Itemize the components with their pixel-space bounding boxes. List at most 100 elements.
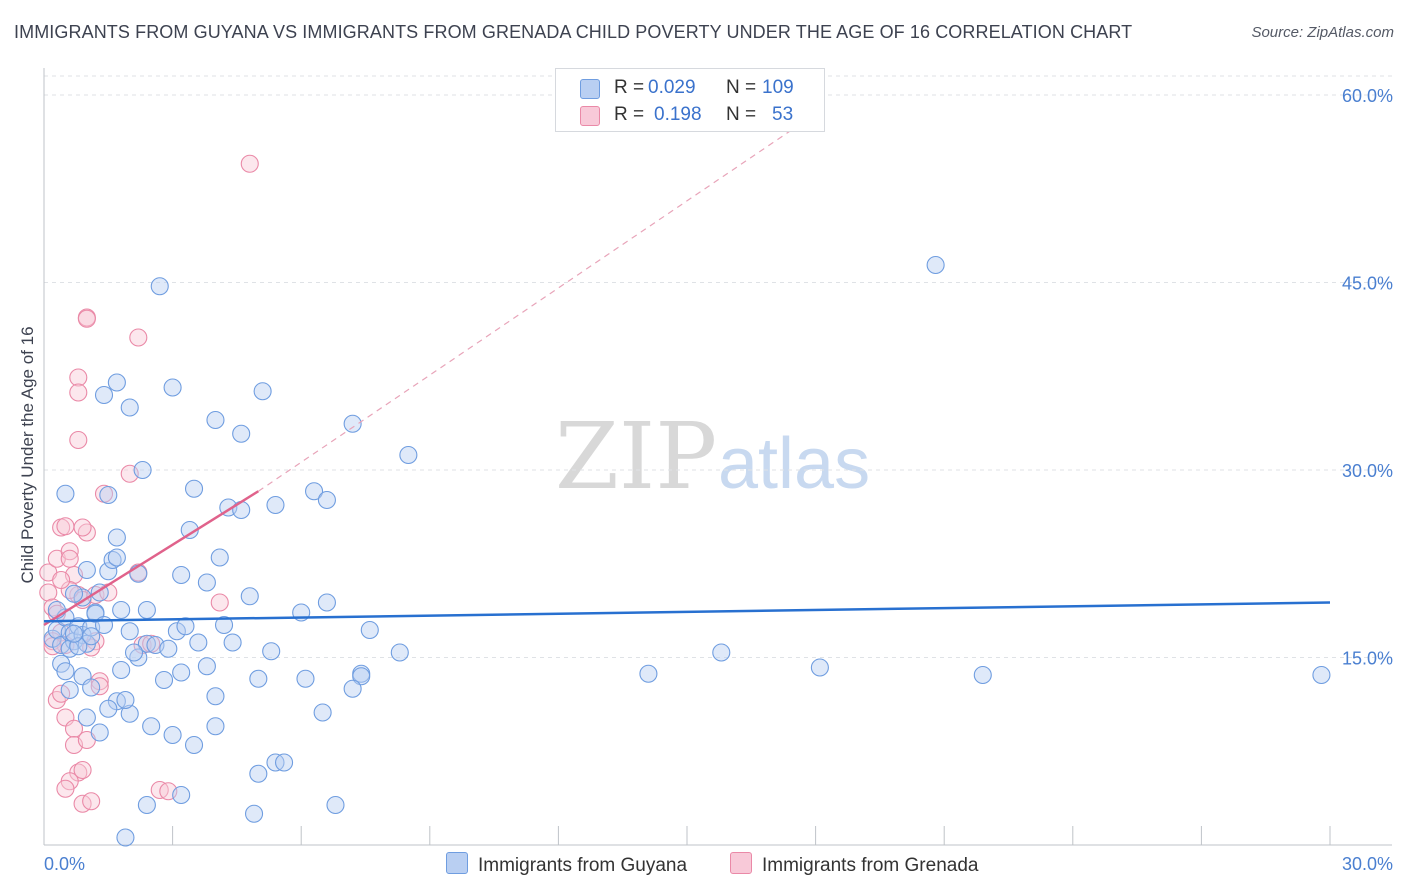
guyana-point — [116, 690, 135, 710]
guyana-point — [197, 573, 216, 592]
guyana-point — [90, 723, 109, 742]
guyana-point — [159, 639, 178, 658]
guyana-point — [360, 620, 379, 640]
guyana-point — [973, 665, 992, 685]
guyana-point — [167, 622, 186, 641]
guyana-point — [232, 500, 251, 520]
grenada-point — [60, 549, 79, 568]
legend-item-grenada[interactable]: Immigrants from Grenada — [730, 852, 978, 877]
guyana-point — [133, 460, 152, 480]
guyana-point — [124, 643, 144, 662]
guyana-point — [107, 528, 126, 547]
grenada-point — [64, 719, 84, 738]
guyana-point — [120, 704, 139, 723]
guyana-point — [107, 373, 126, 392]
legend-n-label: N = — [726, 104, 757, 125]
guyana-point — [64, 584, 84, 603]
guyana-point — [184, 479, 204, 498]
guyana-point — [77, 560, 96, 580]
guyana-point — [926, 255, 945, 275]
guyana-point — [210, 548, 229, 567]
guyana-point — [639, 664, 658, 683]
guyana-point — [112, 600, 131, 620]
legend-swatch-guyana — [446, 852, 468, 874]
guyana-point — [206, 717, 225, 736]
guyana-point — [120, 622, 139, 641]
guyana-point — [107, 548, 126, 567]
legend-swatch-guyana — [580, 79, 600, 99]
grenada-point — [56, 779, 75, 798]
guyana-point — [214, 615, 234, 635]
grenada-point — [52, 684, 71, 703]
guyana-point — [99, 562, 118, 581]
chart-title: IMMIGRANTS FROM GUYANA VS IMMIGRANTS FRO… — [14, 22, 1133, 42]
y-axis-label: Child Poverty Under the Age of 16 — [18, 326, 37, 583]
legend-item-guyana[interactable]: Immigrants from Guyana — [446, 852, 687, 877]
guyana-point — [154, 670, 174, 690]
legend-swatch-grenada — [730, 852, 752, 874]
guyana-point — [240, 587, 259, 606]
guyana-point — [99, 699, 118, 718]
grenada-point — [129, 328, 148, 347]
legend-label-grenada: Immigrants from Grenada — [762, 855, 979, 876]
grenada-point — [69, 430, 88, 450]
guyana-point — [150, 277, 169, 296]
guyana-point — [94, 385, 114, 405]
guyana-point — [60, 680, 79, 700]
guyana-point — [223, 633, 242, 652]
watermark-atlas: atlas — [718, 424, 870, 504]
grenada-point — [69, 383, 88, 402]
legend-row-grenada: R = 0.198 N = 53 — [556, 102, 824, 128]
guyana-point — [189, 633, 208, 652]
y-tick-label: 45.0% — [1342, 274, 1393, 294]
watermark: ZIP atlas — [555, 403, 870, 510]
grenada-trend-line — [43, 490, 259, 627]
grenada-point — [240, 154, 259, 173]
guyana-point — [390, 643, 409, 662]
guyana-point — [56, 662, 75, 681]
guyana-point — [116, 828, 135, 847]
grenada-point — [77, 309, 96, 328]
grenada-point — [73, 518, 92, 537]
guyana-point — [352, 667, 371, 686]
guyana-point — [172, 663, 191, 682]
guyana-point — [275, 753, 294, 772]
guyana-point — [137, 600, 156, 620]
grenada-point — [52, 570, 71, 590]
guyana-point — [184, 735, 204, 755]
guyana-point — [64, 624, 84, 643]
legend-n-value: 109 — [762, 77, 794, 98]
guyana-point — [712, 643, 731, 662]
grenada-point — [39, 583, 58, 602]
guyana-point — [197, 657, 216, 676]
grenada-trend-extension — [257, 113, 816, 492]
legend-r-label: R = — [614, 104, 645, 125]
grenada-point — [82, 792, 101, 811]
guyana-point — [232, 424, 251, 443]
guyana-point — [296, 669, 315, 688]
guyana-point — [77, 708, 96, 727]
grenada-point — [56, 517, 75, 536]
x-tick-label: 0.0% — [44, 854, 85, 874]
legend-r-label: R = — [614, 77, 645, 98]
legend-n-label: N = — [726, 77, 757, 98]
guyana-point — [129, 564, 148, 583]
guyana-point — [142, 717, 161, 736]
legend-swatch-grenada — [580, 106, 600, 126]
guyana-point — [112, 660, 131, 680]
legend-r-value: 0.029 — [648, 77, 696, 98]
y-tick-label: 60.0% — [1342, 86, 1393, 106]
guyana-point — [99, 485, 118, 505]
guyana-point — [317, 593, 336, 612]
legend-label-guyana: Immigrants from Guyana — [478, 855, 688, 876]
legend-row-guyana: R = 0.029 N = 109 — [556, 75, 824, 101]
guyana-point — [163, 378, 182, 397]
guyana-point — [82, 678, 101, 697]
guyana-trend-line — [43, 601, 1331, 623]
guyana-point — [172, 565, 191, 585]
grenada-point — [60, 542, 79, 561]
guyana-point — [266, 495, 285, 515]
source-credit: Source: ZipAtlas.com — [1251, 24, 1394, 41]
legend-n-value: 53 — [772, 104, 794, 125]
